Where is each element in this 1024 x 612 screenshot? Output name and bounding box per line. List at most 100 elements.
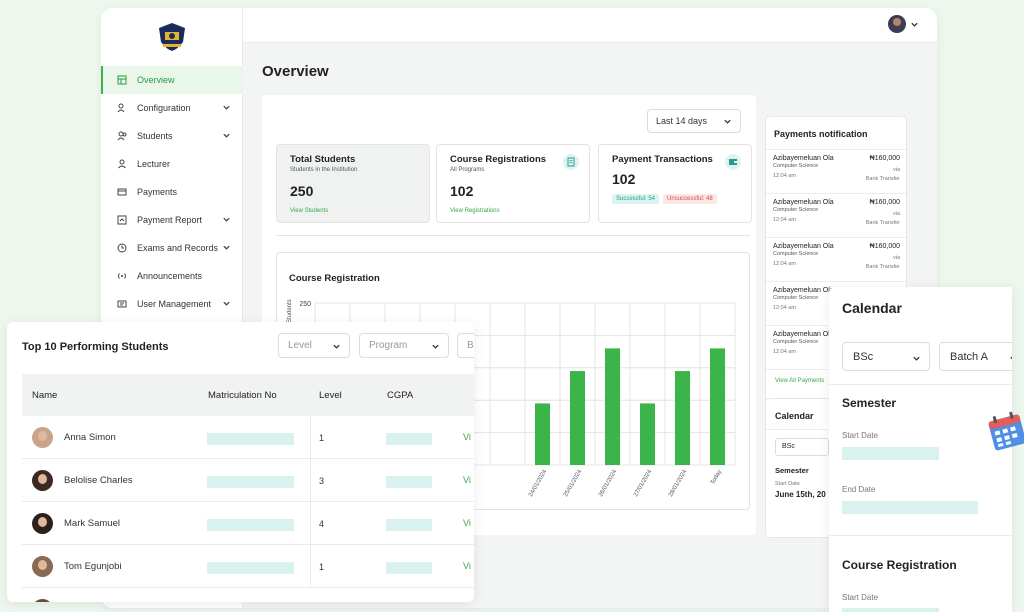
date-range-value: Last 14 days — [656, 116, 708, 126]
chevron-down-icon — [432, 344, 439, 349]
x-tick-label: 27/01/2024 — [633, 468, 654, 498]
overview-panel: Last 14 days Total Students Students in … — [262, 95, 756, 535]
divider — [310, 545, 311, 588]
column-cgpa: CGPA — [387, 390, 414, 401]
payment-item: Azibayemeluan Ola Computer Science 12:04 a… — [766, 238, 906, 282]
bar — [675, 371, 690, 465]
sidebar-item-configuration[interactable]: Configuration — [101, 94, 243, 122]
batch-filter-placeholder: B — [467, 340, 474, 351]
cgpa-placeholder — [386, 476, 432, 488]
users-icon — [117, 131, 127, 141]
card-value: 250 — [290, 183, 314, 199]
mini-program-value: BSc — [782, 443, 795, 450]
matriculation-placeholder — [207, 519, 294, 531]
sidebar-nav: Overview Configuration Students Lecturer Pay… — [101, 66, 243, 318]
course-registrations-card: Course Registrations All Programs 102 Vi… — [436, 144, 590, 223]
start-date-value[interactable] — [842, 447, 939, 460]
chevron-down-icon — [223, 105, 230, 110]
total-students-card: Total Students Students in the Instituti… — [276, 144, 430, 223]
view-registrations-link[interactable]: View Registrations — [450, 208, 500, 214]
payment-method: Bank Transfer — [865, 176, 900, 182]
cgpa-placeholder — [386, 433, 432, 445]
payer-name: Azibayemeluan Ola — [773, 331, 834, 338]
divider — [829, 384, 1012, 385]
sidebar-item-payments[interactable]: Payments — [101, 178, 243, 206]
card-title: Course Registrations — [450, 154, 547, 165]
y-tick-label: 250 — [299, 301, 311, 308]
table-row[interactable]: Anna Simon 1 Vi — [22, 416, 474, 459]
batch-filter-select[interactable]: B — [457, 333, 474, 358]
view-student-link[interactable]: Vi — [463, 561, 471, 571]
student-avatar — [32, 599, 53, 602]
card-value: 102 — [612, 171, 636, 187]
view-student-link[interactable]: Vi — [463, 518, 471, 528]
mini-program-select[interactable]: BSc — [775, 438, 829, 456]
view-student-link[interactable]: Vi — [463, 432, 471, 442]
student-level: 1 — [319, 433, 325, 443]
student-name: Anna Simon — [64, 432, 116, 443]
course-start-date-value[interactable] — [842, 608, 939, 612]
chevron-down-icon — [913, 356, 920, 361]
level-filter-select[interactable]: Level — [278, 333, 350, 358]
view-all-payments-link[interactable]: View All Payments — [775, 378, 825, 384]
view-students-link[interactable]: View Students — [290, 208, 329, 214]
top-bar — [243, 8, 937, 43]
payer-name: Azibayemeluan Ola — [773, 243, 834, 250]
program-filter-select[interactable]: Program — [359, 333, 449, 358]
sidebar-item-payment-report[interactable]: Payment Report — [101, 206, 243, 234]
sidebar-item-label: Students — [137, 131, 173, 141]
mini-start-date-label: Start Date — [775, 481, 800, 487]
payer-name: Azibayemeluan Ola — [773, 199, 834, 206]
end-date-value[interactable] — [842, 501, 978, 514]
bar — [535, 403, 550, 465]
payments-list: Azibayemeluan Ola Computer Science 12:04 a… — [766, 150, 906, 370]
date-range-select[interactable]: Last 14 days — [647, 109, 741, 133]
table-row[interactable]: Mark Samuel 4 Vi — [22, 502, 474, 545]
sidebar-item-students[interactable]: Students — [101, 122, 243, 150]
sidebar-item-user-management[interactable]: User Management — [101, 290, 243, 318]
view-student-link[interactable]: Vi — [463, 475, 471, 485]
student-name: Belolise Charles — [64, 475, 133, 486]
payment-time: 12:04 am — [773, 305, 796, 311]
batch-select[interactable]: Batch A — [939, 342, 1012, 371]
payment-via: via — [892, 167, 900, 173]
sidebar-item-lecturer[interactable]: Lecturer — [101, 150, 243, 178]
sidebar-item-label: Payment Report — [137, 215, 203, 225]
program-filter-placeholder: Program — [369, 340, 408, 351]
payment-item: Azibayemeluan Ola Computer Science 12:04 a… — [766, 150, 906, 194]
card-title: Total Students — [290, 154, 356, 165]
payment-via: via — [892, 255, 900, 261]
sidebar-item-overview[interactable]: Overview — [101, 66, 243, 94]
course-start-date-label: Start Date — [842, 593, 879, 602]
payer-department: Computer Science — [773, 163, 819, 169]
payer-name: Azibayemeluan Ola — [773, 287, 834, 294]
chevron-down-icon — [223, 301, 230, 306]
unsuccessful-badge: Unsuccessful: 48 — [663, 194, 717, 204]
end-date-label: End Date — [842, 485, 876, 494]
course-registration-chart-card: Course Registration 250 Students 24/01/202… — [276, 252, 750, 510]
course-registration-chart: 250 Students 24/01/2024 25/01/2024 26/01/202… — [287, 299, 736, 498]
x-tick-label: 28/01/2024 — [668, 468, 689, 498]
student-avatar — [32, 556, 53, 577]
chevron-down-icon[interactable] — [910, 20, 919, 29]
chevron-down-icon — [1010, 356, 1012, 360]
sidebar-item-exams-and-records[interactable]: Exams and Records — [101, 234, 243, 262]
table-row[interactable]: Tom Egunjobi 1 Vi — [22, 545, 474, 588]
table-row[interactable]: Belolise Charles 3 Vi — [22, 459, 474, 502]
batch-select-value: Batch A — [950, 351, 988, 363]
table-row[interactable] — [22, 588, 474, 602]
sidebar-item-label: Announcements — [137, 271, 203, 281]
sidebar-item-announcements[interactable]: Announcements — [101, 262, 243, 290]
student-avatar — [32, 470, 53, 491]
x-tick-label: 25/01/2024 — [563, 468, 584, 498]
successful-badge: Successful: 54 — [612, 194, 660, 204]
cgpa-placeholder — [386, 562, 432, 574]
program-select[interactable]: BSc — [842, 342, 930, 371]
payment-time: 12:04 am — [773, 349, 796, 355]
student-name: Mark Samuel — [64, 518, 120, 529]
payment-item: Azibayemeluan Ola Computer Science 12:04 a… — [766, 194, 906, 238]
student-name: Tom Egunjobi — [64, 561, 122, 572]
divider — [829, 535, 1012, 536]
user-avatar[interactable] — [888, 15, 906, 33]
column-name: Name — [32, 390, 58, 401]
